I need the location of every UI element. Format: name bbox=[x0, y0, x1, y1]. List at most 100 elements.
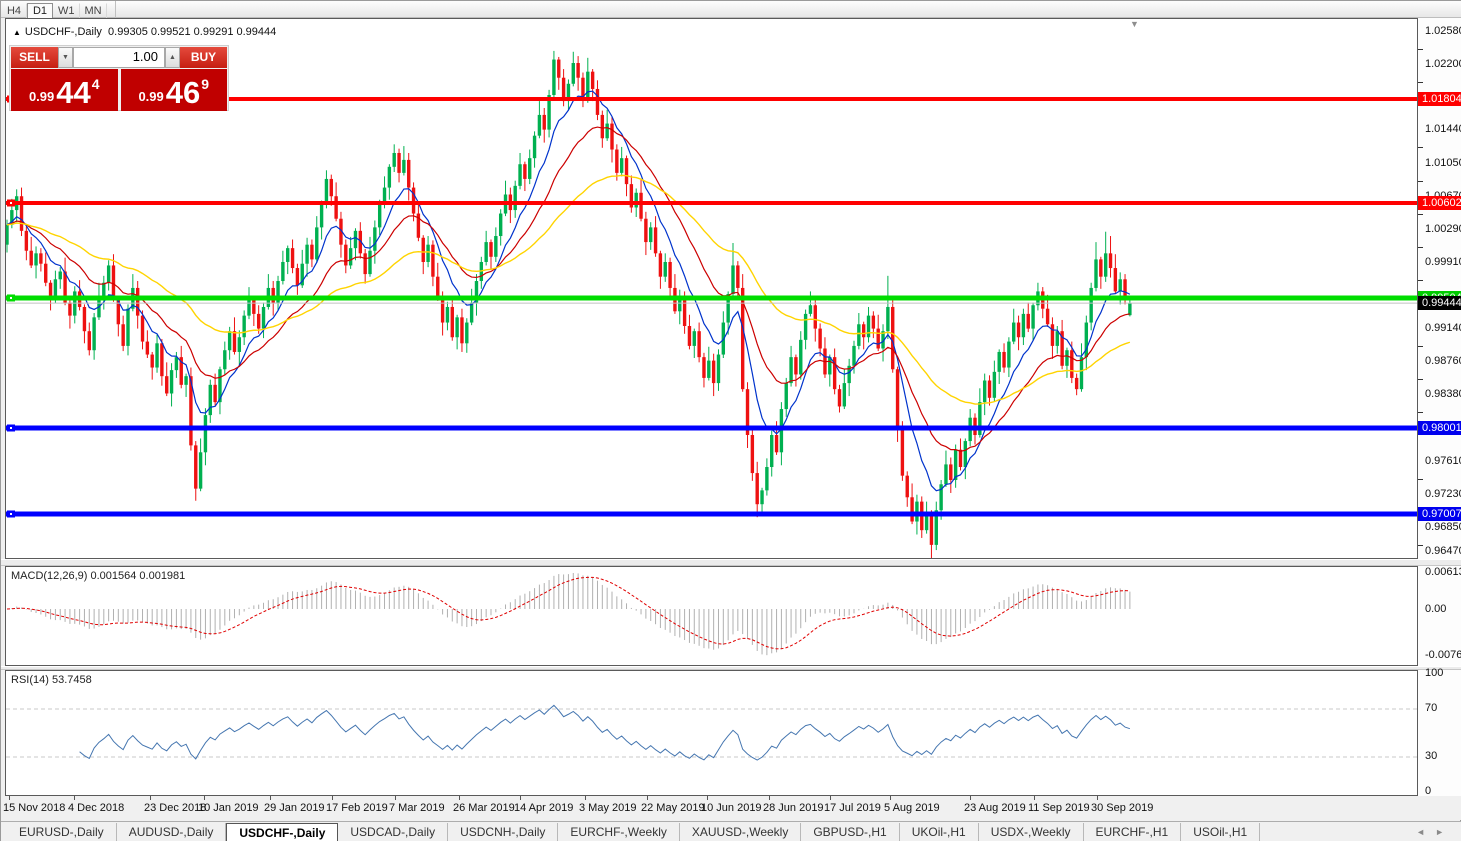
price-tick-label: 0.97230 bbox=[1425, 487, 1461, 500]
timeframe-button-h4[interactable]: H4 bbox=[1, 3, 27, 19]
chart-tab-xauusdweekly[interactable]: XAUUSD-,Weekly bbox=[680, 823, 802, 841]
chart-tab-eurchfweekly[interactable]: EURCHF-,Weekly bbox=[558, 823, 680, 841]
price-tick bbox=[1418, 346, 1423, 348]
date-tick bbox=[1097, 796, 1098, 800]
chart-tab-usdchfdaily[interactable]: USDCHF-,Daily bbox=[226, 823, 339, 841]
macd-panel: MACD(12,26,9) 0.001564 0.001981 bbox=[5, 566, 1418, 666]
buy-button[interactable]: BUY bbox=[180, 47, 227, 68]
chart-tab-eurusddaily[interactable]: EURUSD-,Daily bbox=[7, 823, 117, 841]
date-label: 17 Jul 2019 bbox=[824, 802, 881, 814]
tab-scroll-left-icon[interactable]: ◄ bbox=[1416, 827, 1436, 837]
date-label: 11 Sep 2019 bbox=[1028, 802, 1090, 814]
date-tick bbox=[647, 796, 648, 800]
rsi-tick-label: 70 bbox=[1425, 702, 1438, 714]
rsi-line bbox=[79, 704, 1131, 761]
date-label: 29 Jan 2019 bbox=[264, 802, 325, 814]
ma-line-50 bbox=[6, 174, 1131, 405]
timeframe-button-w1[interactable]: W1 bbox=[53, 3, 80, 19]
timeframe-button-mn[interactable]: MN bbox=[80, 3, 107, 19]
macd-tick-label: 0.00613 bbox=[1425, 566, 1461, 578]
price-tick-label: 0.97610 bbox=[1425, 454, 1461, 467]
tab-scroll-right-icon[interactable]: ► bbox=[1435, 827, 1454, 837]
date-tick bbox=[520, 796, 521, 800]
collapse-triangle-icon[interactable]: ▲ bbox=[13, 28, 21, 37]
price-tick-label: 1.01440 bbox=[1425, 123, 1461, 136]
price-badge-1.00602: 1.00602 bbox=[1418, 195, 1461, 210]
chart-tab-usdcnhdaily[interactable]: USDCNH-,Daily bbox=[448, 823, 559, 841]
volume-decrease-button[interactable]: ▼ bbox=[58, 47, 73, 68]
panel-splitter[interactable] bbox=[1, 666, 1461, 670]
rsi-label: RSI(14) 53.7458 bbox=[11, 674, 92, 686]
price-tick bbox=[1418, 181, 1423, 183]
date-label: 5 Aug 2019 bbox=[884, 802, 940, 814]
date-axis[interactable]: 15 Nov 2018 4 Dec 2018 23 Dec 2018 10 Jan 2… bbox=[1, 796, 1461, 820]
price-badge-0.98001: 0.98001 bbox=[1418, 420, 1461, 435]
macd-chart bbox=[6, 573, 1131, 656]
price-tick bbox=[1418, 544, 1423, 546]
volume-increase-button[interactable]: ▲ bbox=[165, 47, 180, 68]
date-tick bbox=[890, 796, 891, 800]
date-tick bbox=[585, 796, 586, 800]
date-label: 10 Jun 2019 bbox=[701, 802, 762, 814]
price-tick bbox=[1418, 147, 1423, 149]
chart-symbol-label: USDCHF-,Daily bbox=[24, 26, 102, 38]
price-tick-label: 1.02200 bbox=[1425, 57, 1461, 70]
date-label: 17 Feb 2019 bbox=[326, 802, 388, 814]
date-tick bbox=[204, 796, 205, 800]
candles-layer bbox=[5, 50, 1132, 562]
price-tick bbox=[1418, 412, 1423, 414]
chart-tab-bar: EURUSD-,Daily AUDUSD-,Daily USDCHF-,Daily U… bbox=[1, 821, 1461, 841]
price-tick-label: 1.01050 bbox=[1425, 157, 1461, 170]
date-label: 14 Apr 2019 bbox=[514, 802, 574, 814]
price-tick bbox=[1418, 379, 1423, 381]
one-click-trading-panel: SELL ▼ 1.00 ▲ BUY 0.99 44 4 0.99 46 9 bbox=[9, 45, 229, 111]
price-tick-label: 0.98380 bbox=[1425, 388, 1461, 401]
panel-splitter[interactable] bbox=[1, 559, 1461, 566]
chart-tab-ukoilh1[interactable]: UKOil-,H1 bbox=[900, 823, 979, 841]
price-axis[interactable]: 1.025801.022001.014401.010501.006701.002… bbox=[1418, 18, 1461, 570]
main-chart-panel[interactable] bbox=[5, 18, 1418, 562]
chart-tab-usdxweekly[interactable]: USDX-,Weekly bbox=[979, 823, 1084, 841]
sell-button[interactable]: SELL bbox=[11, 47, 58, 68]
date-label: 3 May 2019 bbox=[579, 802, 637, 814]
rsi-tick-label: 0 bbox=[1425, 785, 1432, 797]
chart-shift-marker-icon[interactable]: ▼ bbox=[1130, 19, 1139, 29]
price-tick bbox=[1418, 246, 1423, 248]
sell-price-display[interactable]: 0.99 44 4 bbox=[11, 69, 118, 111]
price-tick-label: 0.99910 bbox=[1425, 255, 1461, 268]
price-tick-label: 0.96470 bbox=[1425, 545, 1461, 557]
macd-tick-label: -0.00761 bbox=[1425, 649, 1461, 661]
date-label: 28 Jun 2019 bbox=[763, 802, 824, 814]
date-label: 15 Nov 2018 bbox=[3, 802, 66, 814]
date-tick bbox=[332, 796, 333, 800]
chart-tab-usoilh1[interactable]: USOil-,H1 bbox=[1181, 823, 1261, 841]
buy-price-pip: 9 bbox=[201, 76, 210, 92]
price-tick-label: 0.98760 bbox=[1425, 355, 1461, 368]
rsi-panel: RSI(14) 53.7458 bbox=[5, 670, 1418, 796]
macd-axis: 0.00613 0.00 -0.00761 bbox=[1418, 566, 1461, 666]
sell-price-main: 44 bbox=[56, 75, 91, 110]
date-label: 30 Sep 2019 bbox=[1091, 802, 1154, 814]
date-label: 26 Mar 2019 bbox=[453, 802, 515, 814]
rsi-tick-label: 100 bbox=[1425, 667, 1444, 679]
sell-price-pip: 4 bbox=[91, 76, 100, 92]
rsi-axis: 100 70 30 0 bbox=[1418, 667, 1461, 797]
date-tick bbox=[1034, 796, 1035, 800]
chart-tab-audusddaily[interactable]: AUDUSD-,Daily bbox=[117, 823, 227, 841]
date-tick bbox=[395, 796, 396, 800]
ma-line-9 bbox=[6, 90, 1131, 492]
chart-tab-gbpusdh1[interactable]: GBPUSD-,H1 bbox=[801, 823, 900, 841]
date-tick bbox=[769, 796, 770, 800]
macd-signal-line bbox=[6, 576, 1130, 650]
date-tick bbox=[9, 796, 10, 800]
price-tick-label: 1.02580 bbox=[1425, 24, 1461, 37]
chart-tab-usdcaddaily[interactable]: USDCAD-,Daily bbox=[338, 823, 449, 841]
price-tick-label: 0.99140 bbox=[1425, 322, 1461, 335]
price-tick bbox=[1418, 478, 1423, 480]
chart-tab-eurchfh1[interactable]: EURCHF-,H1 bbox=[1084, 823, 1182, 841]
volume-input[interactable]: 1.00 bbox=[73, 47, 165, 68]
buy-price-display[interactable]: 0.99 46 9 bbox=[120, 69, 227, 111]
sell-price-prefix: 0.99 bbox=[28, 89, 55, 104]
timeframe-button-d1[interactable]: D1 bbox=[27, 3, 53, 19]
